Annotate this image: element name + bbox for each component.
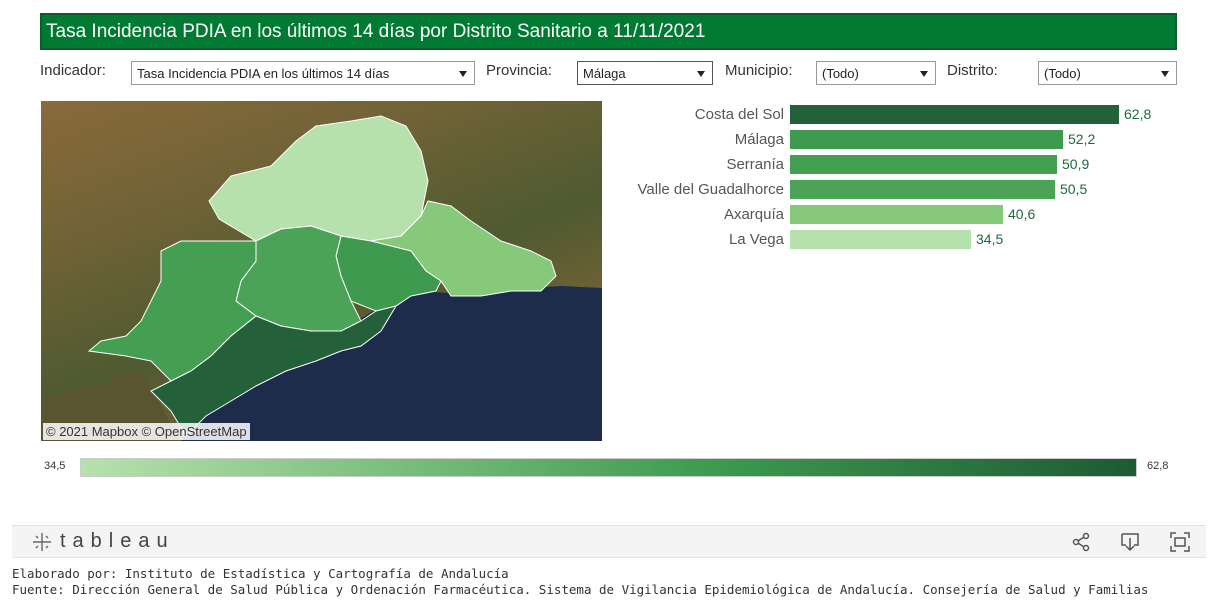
bar-label: Serranía xyxy=(726,156,784,173)
map-svg xyxy=(41,115,602,441)
fullscreen-icon[interactable] xyxy=(1169,531,1191,553)
provincia-value: Málaga xyxy=(583,66,626,81)
bar-value-label: 40,6 xyxy=(1008,206,1036,222)
tableau-wordmark: tableau xyxy=(60,530,175,552)
map-district-costa-del-sol[interactable] xyxy=(150,305,398,437)
district-map[interactable]: © 2021 Mapbox © OpenStreetMap xyxy=(41,101,602,441)
indicador-label: Indicador: xyxy=(40,62,106,79)
chevron-down-icon xyxy=(1161,71,1169,77)
legend-min-value: 34,5 xyxy=(44,460,66,472)
distrito-value: (Todo) xyxy=(1044,66,1081,81)
municipio-value: (Todo) xyxy=(822,66,859,81)
bar-label: Málaga xyxy=(734,131,784,148)
chevron-down-icon xyxy=(920,71,928,77)
bar[interactable] xyxy=(790,205,1003,224)
municipio-label: Municipio: xyxy=(725,62,793,79)
provincia-dropdown[interactable]: Málaga xyxy=(577,61,713,85)
distrito-dropdown[interactable]: (Todo) xyxy=(1038,61,1177,85)
sea-area xyxy=(181,286,602,441)
bar-value-label: 62,8 xyxy=(1124,106,1152,122)
bar-label: La Vega xyxy=(728,231,784,248)
municipio-dropdown[interactable]: (Todo) xyxy=(816,61,936,85)
indicador-value: Tasa Incidencia PDIA en los últimos 14 d… xyxy=(137,66,390,81)
share-icon[interactable] xyxy=(1070,531,1092,553)
bar-label: Valle del Guadalhorce xyxy=(637,181,784,198)
distrito-label: Distrito: xyxy=(947,62,998,79)
bar-label: Axarquía xyxy=(723,206,784,223)
dashboard-title: Tasa Incidencia PDIA en los últimos 14 d… xyxy=(40,13,1177,50)
bar-value-label: 52,2 xyxy=(1068,131,1096,147)
bar-value-label: 50,9 xyxy=(1062,156,1090,172)
bar[interactable] xyxy=(790,130,1063,149)
chevron-down-icon xyxy=(459,71,467,77)
tableau-logo-icon[interactable] xyxy=(32,532,52,552)
bar[interactable] xyxy=(790,180,1055,199)
bar[interactable] xyxy=(790,105,1119,124)
tableau-logo[interactable]: tableau xyxy=(60,530,175,553)
bar-value-label: 34,5 xyxy=(976,231,1004,247)
bar-value-label: 50,5 xyxy=(1060,181,1088,197)
tableau-toolbar: tableau xyxy=(12,525,1206,558)
footer-source: Fuente: Dirección General de Salud Públi… xyxy=(12,582,1149,597)
indicador-dropdown[interactable]: Tasa Incidencia PDIA en los últimos 14 d… xyxy=(131,61,475,85)
bar[interactable] xyxy=(790,230,971,249)
bar[interactable] xyxy=(790,155,1057,174)
provincia-label: Provincia: xyxy=(486,62,552,79)
legend-max-value: 62,8 xyxy=(1147,460,1169,472)
bar-label: Costa del Sol xyxy=(694,106,784,123)
footer-credit: Elaborado por: Instituto de Estadística … xyxy=(12,566,509,581)
color-legend-bar xyxy=(80,458,1137,477)
download-icon[interactable] xyxy=(1119,531,1141,553)
map-credit: © 2021 Mapbox © OpenStreetMap xyxy=(43,423,250,440)
chevron-down-icon xyxy=(697,71,705,77)
